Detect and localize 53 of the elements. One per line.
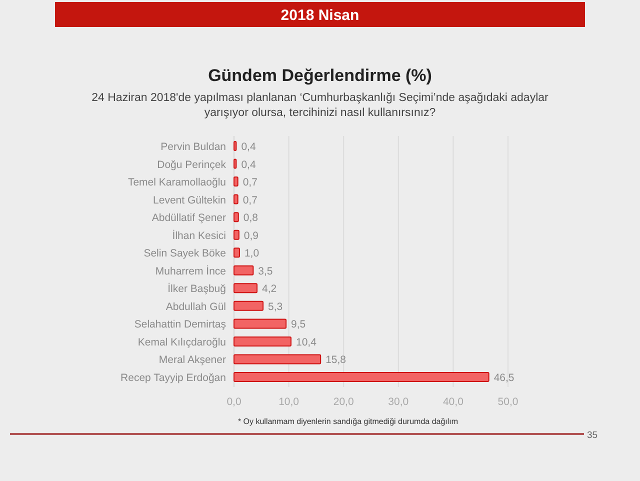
y-tick-label: Selin Sayek Böke <box>144 248 226 260</box>
bar <box>234 176 238 187</box>
bar <box>234 230 240 240</box>
data-label: 0,9 <box>244 230 259 242</box>
y-tick-label: Temel Karamollaoğlu <box>128 176 226 189</box>
data-label: 10,4 <box>296 336 317 348</box>
y-tick-label: İlhan Kesici <box>172 228 226 242</box>
bar <box>234 212 239 222</box>
text: 2018 Nisan <box>280 7 360 24</box>
x-tick-label: 50,0 <box>498 396 518 408</box>
y-tick-label: Abdüllatif Şener <box>152 212 226 224</box>
y-tick-label: Levent Gültekin <box>153 194 226 206</box>
bar <box>234 265 254 276</box>
bar <box>234 283 258 294</box>
y-tick-label: Doğu Perinçek <box>157 158 227 171</box>
data-label: 4,2 <box>262 283 277 296</box>
y-tick-label: Muharrem İnce <box>155 264 226 278</box>
x-tick-label: 40,0 <box>442 396 464 408</box>
x-tick-label: 30,0 <box>388 396 409 408</box>
y-tick-label: Pervin Buldan <box>160 141 226 153</box>
bar <box>234 248 240 258</box>
data-label: 0,7 <box>242 176 258 189</box>
data-label: 15,8 <box>326 354 346 366</box>
bar <box>234 372 490 382</box>
text: 35 <box>587 430 598 441</box>
data-label: 0,4 <box>241 158 256 171</box>
bar <box>234 194 238 204</box>
bar <box>234 336 292 346</box>
x-tick-label: 20,0 <box>333 396 354 408</box>
bar <box>234 158 237 169</box>
bar <box>234 354 322 364</box>
y-tick-label: İlker Başbuğ <box>168 282 226 296</box>
bar <box>234 141 237 151</box>
y-tick-label: Selahattin Demirtaş <box>134 318 226 331</box>
data-label: 3,5 <box>258 265 273 278</box>
bar <box>234 300 264 311</box>
chart-title: Gündem Değerlendirme (%) <box>208 66 432 85</box>
x-tick-label: 0,0 <box>226 396 242 408</box>
data-label: 0,8 <box>243 212 258 224</box>
data-label: 1,0 <box>244 248 260 260</box>
data-label: 9,5 <box>291 318 306 331</box>
y-tick-label: Recep Tayyip Erdoğan <box>120 372 226 384</box>
data-label: 5,3 <box>268 300 283 313</box>
text: * Oy kullanmam diyenlerin sandığa gitmediği durumda dağılım <box>238 417 458 426</box>
data-label: 0,4 <box>241 141 256 153</box>
x-tick-label: 10,0 <box>278 396 300 408</box>
data-label: 46,5 <box>494 372 514 384</box>
bar <box>234 318 287 329</box>
y-tick-label: Meral Akşener <box>158 354 226 366</box>
data-label: 0,7 <box>242 194 258 206</box>
y-tick-label: Abdullah Gül <box>166 300 226 313</box>
chart-subtitle: 24 Haziran 2018'de yapılması planlanan ‘Cumhurbaşkanlığı Seçimi’nde aşağıdaki adaylar yarışıyor olursa, tercihinizi nasıl kullanırsınız? <box>92 92 549 119</box>
y-tick-label: Kemal Kılıçdaroğlu <box>138 336 226 348</box>
